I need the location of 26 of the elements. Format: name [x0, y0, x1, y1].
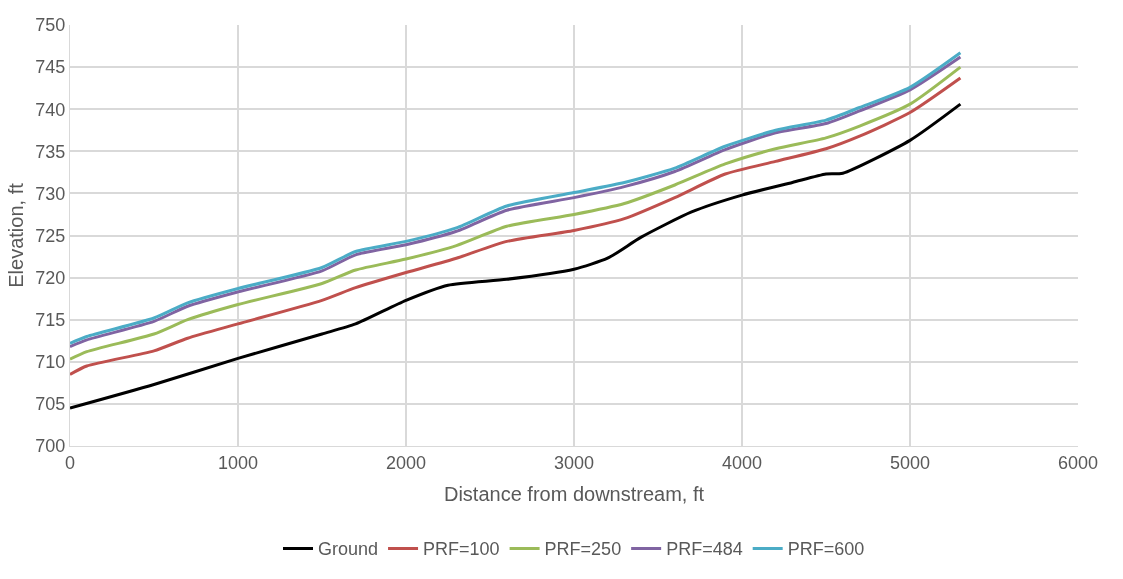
legend-label: PRF=250: [544, 539, 622, 560]
y-tick-label: 740: [35, 99, 66, 120]
y-tick-label: 725: [35, 225, 66, 246]
x-tick-label: 1000: [217, 452, 259, 473]
x-tick-label: 4000: [721, 452, 763, 473]
legend-label: Ground: [318, 539, 379, 560]
x-tick-label: 2000: [385, 452, 427, 473]
legend-label: PRF=484: [666, 539, 743, 560]
legend-label: PRF=100: [423, 539, 500, 560]
y-tick-label: 750: [35, 15, 66, 36]
y-tick-label: 705: [35, 394, 66, 415]
y-tick-label: 710: [35, 352, 66, 373]
y-tick-label: 720: [35, 267, 66, 288]
x-axis-title: Distance from downstream, ft: [443, 483, 705, 506]
x-tick-label: 5000: [889, 452, 931, 473]
y-tick-label: 715: [35, 310, 66, 330]
line-series: [70, 102, 962, 410]
x-tick-label: 6000: [1057, 452, 1099, 473]
x-tick-label: 3000: [553, 452, 595, 473]
y-tick-label: 745: [35, 57, 66, 78]
legend-label: PRF=600: [787, 539, 865, 560]
y-tick-label: 730: [35, 183, 66, 204]
y-axis-title: Elevation, ft: [4, 182, 27, 288]
x-tick-label: 0: [64, 452, 76, 473]
y-tick-label: 735: [35, 141, 66, 162]
y-tick-label: 700: [35, 436, 66, 457]
